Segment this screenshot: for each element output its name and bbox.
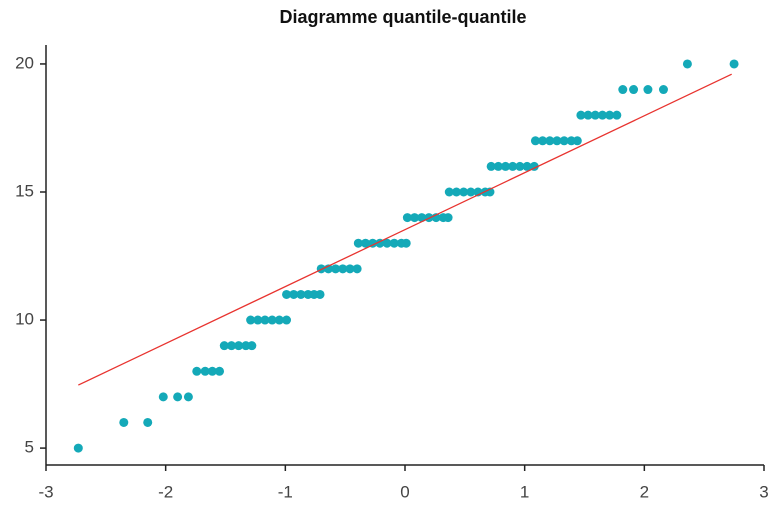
point: [282, 289, 292, 299]
point: [401, 238, 411, 248]
point: [451, 187, 461, 197]
point: [353, 238, 363, 248]
y-tick-label: 20: [15, 53, 34, 72]
y-tick-label: 10: [15, 310, 34, 329]
point: [410, 213, 420, 223]
point: [345, 264, 355, 274]
point: [338, 264, 348, 274]
point: [200, 366, 210, 376]
x-tick-label: 1: [520, 482, 529, 501]
point: [260, 315, 270, 325]
point: [158, 392, 168, 402]
point: [183, 392, 193, 402]
point: [629, 85, 639, 95]
point: [459, 187, 469, 197]
x-tick-label: -2: [158, 482, 173, 501]
point: [486, 161, 496, 171]
point: [576, 110, 586, 120]
point: [522, 161, 532, 171]
y-tick-label: 15: [15, 181, 34, 200]
point: [289, 289, 299, 299]
point: [515, 161, 525, 171]
point: [274, 315, 284, 325]
point: [466, 187, 476, 197]
point: [119, 417, 129, 427]
point: [590, 110, 600, 120]
point: [729, 59, 739, 69]
point: [530, 136, 540, 146]
x-tick-label: 3: [759, 482, 768, 501]
y-tick-label: 5: [25, 438, 34, 457]
point: [417, 213, 427, 223]
point: [226, 341, 236, 351]
point: [612, 110, 622, 120]
point: [583, 110, 593, 120]
point: [331, 264, 341, 274]
point: [73, 443, 83, 453]
point: [173, 392, 183, 402]
point: [296, 289, 306, 299]
point: [597, 110, 607, 120]
point: [192, 366, 202, 376]
point: [352, 264, 362, 274]
point: [643, 85, 653, 95]
point: [402, 213, 412, 223]
reference-line: [78, 73, 732, 386]
point: [207, 366, 217, 376]
point: [545, 136, 555, 146]
point: [605, 110, 615, 120]
point: [143, 417, 153, 427]
chart-title: Diagramme quantile-quantile: [279, 7, 526, 27]
point: [493, 161, 503, 171]
point: [618, 85, 628, 95]
point: [682, 59, 692, 69]
x-tick-label: 0: [400, 482, 409, 501]
point: [389, 238, 399, 248]
point: [361, 238, 371, 248]
x-tick-label: -3: [38, 482, 53, 501]
point: [247, 341, 257, 351]
x-tick-label: 2: [640, 482, 649, 501]
point: [444, 187, 454, 197]
x-tick-label: -1: [278, 482, 293, 501]
point: [552, 136, 562, 146]
point: [267, 315, 277, 325]
point: [234, 341, 244, 351]
point: [538, 136, 548, 146]
point: [219, 341, 229, 351]
point: [572, 136, 582, 146]
point: [215, 366, 225, 376]
point: [443, 213, 453, 223]
point: [246, 315, 256, 325]
point: [501, 161, 511, 171]
point: [559, 136, 569, 146]
point: [382, 238, 392, 248]
point: [315, 289, 325, 299]
point: [282, 315, 292, 325]
point: [253, 315, 263, 325]
point: [658, 85, 668, 95]
point: [508, 161, 518, 171]
